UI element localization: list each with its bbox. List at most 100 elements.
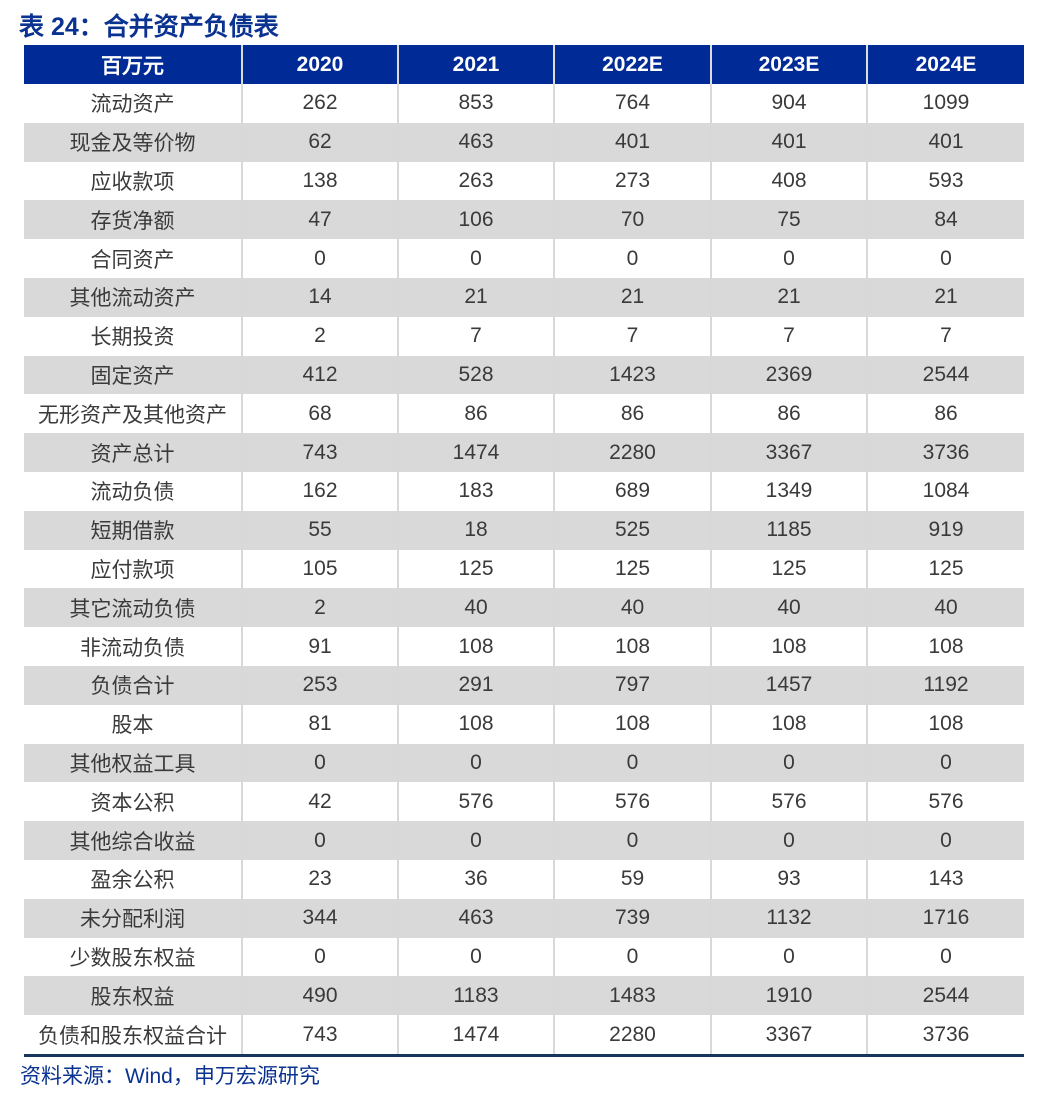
table-cell: 1185 — [710, 510, 867, 550]
table-cell: 0 — [553, 937, 711, 977]
table-cell: 21 — [397, 277, 554, 317]
column-header-2021: 2021 — [397, 45, 554, 84]
table-cell: 401 — [710, 122, 867, 162]
table-cell: 59 — [553, 859, 711, 899]
table-cell: 0 — [241, 743, 398, 783]
table-cell: 490 — [241, 976, 398, 1016]
table-cell: 86 — [710, 394, 867, 434]
table-cell: 412 — [241, 355, 398, 395]
row-label: 少数股东权益 — [24, 937, 242, 977]
table-cell: 125 — [553, 549, 711, 589]
table-cell: 40 — [553, 588, 711, 628]
table-cell: 7 — [397, 316, 554, 356]
table-row: 无形资产及其他资产 68 86 86 86 86 — [24, 394, 1024, 434]
column-header-2022e: 2022E — [553, 45, 711, 84]
table-cell: 86 — [866, 394, 1024, 434]
table-cell: 576 — [866, 782, 1024, 822]
table-row: 未分配利润 344 463 739 1132 1716 — [24, 898, 1024, 938]
table-cell: 263 — [397, 161, 554, 201]
table-cell: 344 — [241, 898, 398, 938]
table-cell: 1474 — [397, 1015, 554, 1057]
row-label: 合同资产 — [24, 239, 242, 278]
table-cell: 1084 — [866, 471, 1024, 511]
table-cell: 576 — [553, 782, 711, 822]
table-cell: 408 — [710, 161, 867, 201]
table-row: 盈余公积 23 36 59 93 143 — [24, 859, 1024, 899]
table-cell: 21 — [710, 277, 867, 317]
table-cell: 3736 — [866, 433, 1024, 472]
table-cell: 1483 — [553, 976, 711, 1016]
table-row: 非流动负债 91 108 108 108 108 — [24, 627, 1024, 666]
table-cell: 162 — [241, 471, 398, 511]
table-cell: 14 — [241, 277, 398, 317]
table-cell: 463 — [397, 122, 554, 162]
table-cell: 2369 — [710, 355, 867, 395]
table-cell: 273 — [553, 161, 711, 201]
table-cell: 7 — [553, 316, 711, 356]
table-cell: 81 — [241, 704, 398, 744]
table-cell: 3367 — [710, 433, 867, 472]
table-cell: 3736 — [866, 1015, 1024, 1057]
table-cell: 2544 — [866, 976, 1024, 1016]
row-label: 存货净额 — [24, 200, 242, 240]
row-label: 其他权益工具 — [24, 743, 242, 783]
table-cell: 86 — [397, 394, 554, 434]
table-cell: 21 — [553, 277, 711, 317]
table-cell: 23 — [241, 859, 398, 899]
table-cell: 2280 — [553, 433, 711, 472]
table-row: 股东权益 490 1183 1483 1910 2544 — [24, 976, 1024, 1016]
table-cell: 525 — [553, 510, 711, 550]
table-cell: 528 — [397, 355, 554, 395]
table-cell: 0 — [866, 743, 1024, 783]
table-row: 其他综合收益 0 0 0 0 0 — [24, 821, 1024, 860]
table-cell: 143 — [866, 859, 1024, 899]
table-cell: 853 — [397, 84, 554, 123]
row-label: 资本公积 — [24, 782, 242, 822]
table-row: 少数股东权益 0 0 0 0 0 — [24, 937, 1024, 977]
table-cell: 84 — [866, 200, 1024, 240]
table-cell: 86 — [553, 394, 711, 434]
table-row: 应付款项 105 125 125 125 125 — [24, 549, 1024, 589]
table-cell: 0 — [397, 937, 554, 977]
table-row: 固定资产 412 528 1423 2369 2544 — [24, 355, 1024, 395]
table-cell: 0 — [866, 937, 1024, 977]
row-label: 应收款项 — [24, 161, 242, 201]
table-cell: 0 — [553, 239, 711, 278]
row-label: 盈余公积 — [24, 859, 242, 899]
row-label: 流动负债 — [24, 471, 242, 511]
table-row: 资本公积 42 576 576 576 576 — [24, 782, 1024, 822]
table-row: 其他权益工具 0 0 0 0 0 — [24, 743, 1024, 783]
table-row: 长期投资 2 7 7 7 7 — [24, 316, 1024, 356]
row-label: 长期投资 — [24, 316, 242, 356]
table-cell: 1474 — [397, 433, 554, 472]
table-cell: 291 — [397, 665, 554, 705]
table-cell: 108 — [397, 627, 554, 666]
table-row: 股本 81 108 108 108 108 — [24, 704, 1024, 744]
table-cell: 36 — [397, 859, 554, 899]
table-cell: 7 — [710, 316, 867, 356]
table-cell: 0 — [241, 239, 398, 278]
table-cell: 75 — [710, 200, 867, 240]
source-note: 资料来源：Wind，申万宏源研究 — [20, 1065, 320, 1088]
table-cell: 125 — [710, 549, 867, 589]
table-cell: 0 — [397, 239, 554, 278]
table-cell: 2280 — [553, 1015, 711, 1057]
row-label: 应付款项 — [24, 549, 242, 589]
table-cell: 3367 — [710, 1015, 867, 1057]
table-cell: 108 — [866, 704, 1024, 744]
table-cell: 0 — [710, 239, 867, 278]
table-cell: 401 — [553, 122, 711, 162]
row-label: 其他流动资产 — [24, 277, 242, 317]
row-label: 其它流动负债 — [24, 588, 242, 628]
table-cell: 0 — [710, 821, 867, 860]
table-cell: 93 — [710, 859, 867, 899]
table-cell: 0 — [397, 821, 554, 860]
table-cell: 106 — [397, 200, 554, 240]
table-cell: 0 — [710, 937, 867, 977]
row-label: 非流动负债 — [24, 627, 242, 666]
row-label: 固定资产 — [24, 355, 242, 395]
table-cell: 1910 — [710, 976, 867, 1016]
table-cell: 108 — [710, 627, 867, 666]
table-row: 其它流动负债 2 40 40 40 40 — [24, 588, 1024, 628]
table-cell: 40 — [710, 588, 867, 628]
